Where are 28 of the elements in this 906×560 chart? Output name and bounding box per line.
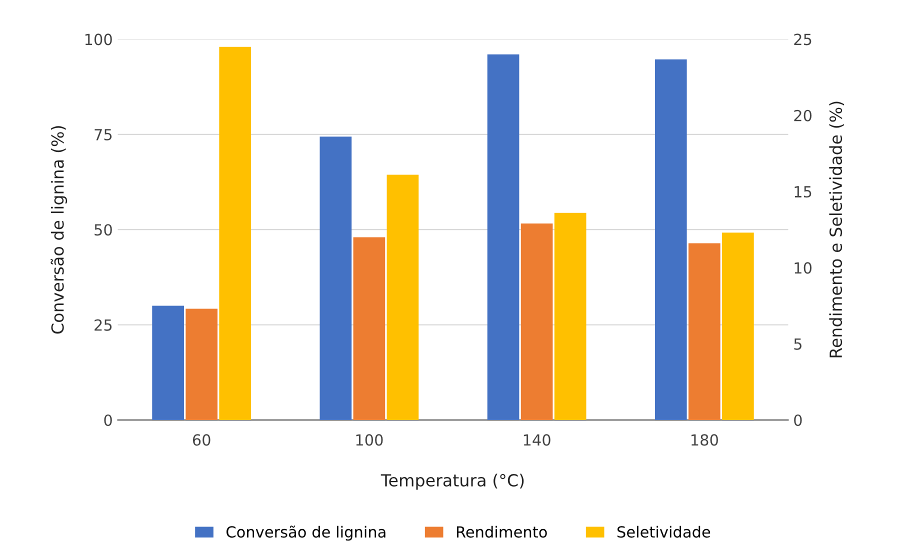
y2-tick-label: 5 — [794, 338, 802, 350]
y-tick-label: 75 — [94, 129, 112, 140]
y-tick-label: 50 — [94, 224, 112, 236]
y-tick-label: 25 — [94, 319, 112, 331]
bar — [186, 308, 218, 420]
y-axis-title: Conversão de lignina (%) — [50, 126, 68, 334]
y2-tick-label: 25 — [794, 34, 812, 46]
y2-axis-title: Rendimento e Seletividade (%) — [829, 102, 844, 358]
bar — [654, 59, 687, 420]
y-tick-label: 100 — [85, 34, 112, 46]
bar — [219, 46, 252, 420]
y-tick-label: 0 — [104, 414, 112, 426]
x-axis-title: Temperatura (°C) — [380, 474, 524, 490]
x-tick-label: 60 — [192, 434, 210, 446]
x-tick-label: 180 — [692, 434, 718, 446]
bar — [722, 232, 754, 420]
y2-tick-label: 0 — [794, 414, 802, 426]
x-tick-label: 140 — [524, 434, 550, 446]
bar — [554, 212, 586, 420]
y2-tick-label: 10 — [794, 262, 812, 274]
bar — [386, 174, 419, 420]
bar — [152, 306, 184, 420]
legend-label: Conversão de lignina — [226, 526, 386, 541]
y2-tick-label: 20 — [794, 110, 812, 122]
legend-label: Seletividade — [617, 526, 710, 538]
x-tick-label: 100 — [356, 434, 383, 446]
y2-tick-label: 15 — [794, 186, 812, 198]
legend-label: Rendimento — [456, 526, 547, 538]
